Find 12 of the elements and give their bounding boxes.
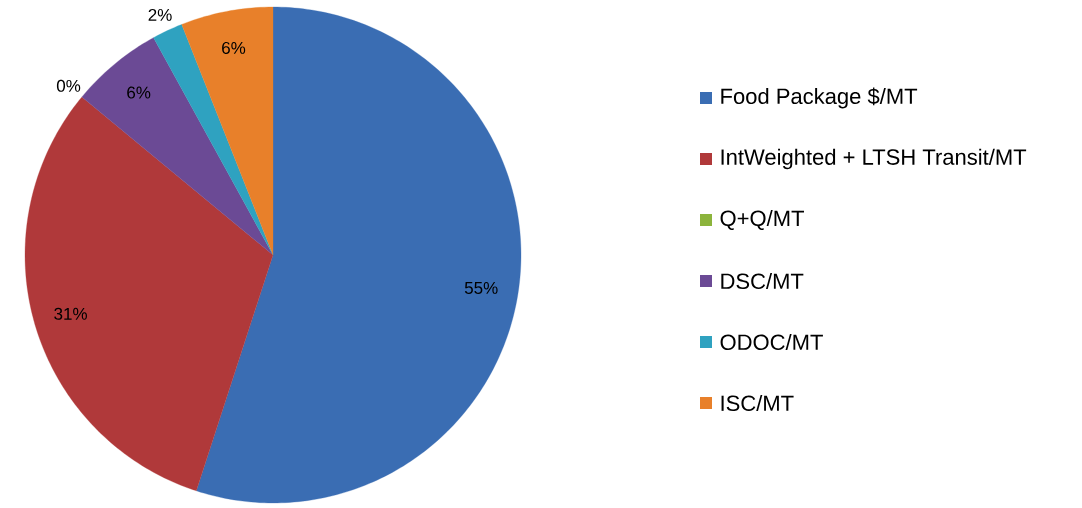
legend-label: Food Package $/MT <box>721 87 918 109</box>
legend-label: ISC/MT <box>721 394 794 412</box>
data-label: 31% <box>54 307 87 320</box>
data-label: 55% <box>464 281 498 294</box>
legend-label: ODOC/MT <box>720 333 823 351</box>
data-label: 6% <box>222 41 246 54</box>
data-label: 2% <box>148 8 172 21</box>
data-label: 6% <box>127 86 151 99</box>
text: 0% <box>56 79 81 92</box>
legend-label: Q+Q/MT <box>720 209 804 231</box>
legend-label: IntWeighted + LTSH Transit/MT <box>721 148 1027 170</box>
legend-label: DSC/MT <box>721 272 804 290</box>
